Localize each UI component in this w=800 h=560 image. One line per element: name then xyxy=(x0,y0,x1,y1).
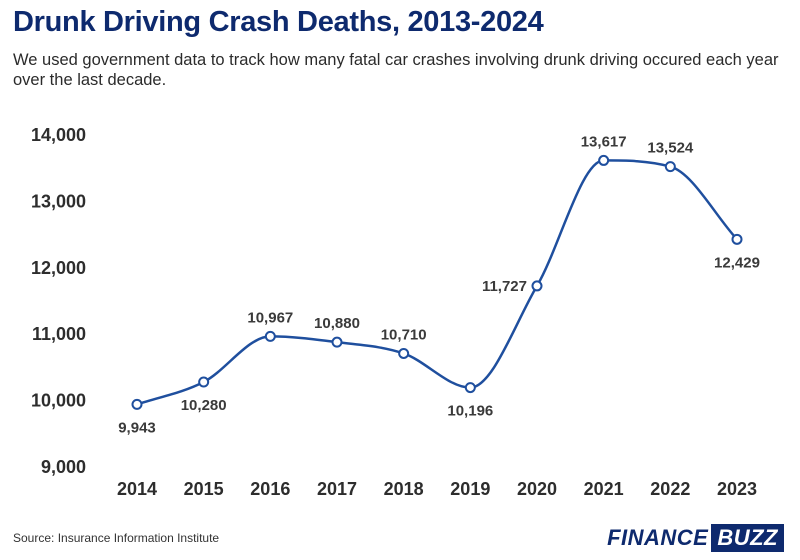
data-label: 11,727 xyxy=(482,278,527,295)
data-label: 10,280 xyxy=(181,397,227,414)
data-label: 9,943 xyxy=(118,419,156,436)
data-label: 13,617 xyxy=(581,133,627,150)
x-tick-label: 2019 xyxy=(450,479,490,499)
y-tick-label: 9,000 xyxy=(41,457,86,477)
chart-subtitle: We used government data to track how man… xyxy=(13,51,779,89)
data-point xyxy=(131,398,143,410)
data-point xyxy=(598,154,610,166)
data-point xyxy=(198,376,210,388)
series-line xyxy=(135,159,739,406)
x-tick-label: 2017 xyxy=(317,479,357,499)
x-tick-label: 2015 xyxy=(184,479,224,499)
logo-text-buzz: BUZZ xyxy=(711,524,784,552)
x-tick-label: 2018 xyxy=(384,479,424,499)
data-point xyxy=(464,382,476,394)
data-point xyxy=(531,280,543,292)
logo-text-finance: FINANCE xyxy=(607,525,709,550)
data-label: 10,880 xyxy=(314,315,360,332)
data-points xyxy=(131,154,743,410)
x-tick-label: 2014 xyxy=(117,479,157,499)
x-tick-label: 2020 xyxy=(517,479,557,499)
y-tick-label: 13,000 xyxy=(31,191,86,211)
y-tick-label: 11,000 xyxy=(32,324,86,344)
y-tick-label: 14,000 xyxy=(31,125,86,145)
x-axis-ticks: 2014 2015 2016 2017 2018 2019 2020 2021 2022 2023 xyxy=(117,479,757,499)
y-axis-ticks: 9,000 10,000 11,000 12,000 13,000 14,000 xyxy=(31,125,86,477)
x-tick-label: 2022 xyxy=(650,479,690,499)
y-tick-label: 12,000 xyxy=(31,258,86,278)
financebuzz-logo: FINANCE BUZZ xyxy=(607,524,784,552)
data-label: 10,967 xyxy=(247,309,293,326)
data-label: 13,524 xyxy=(647,140,694,157)
x-tick-label: 2023 xyxy=(717,479,757,499)
data-point xyxy=(664,161,676,173)
data-label: 12,429 xyxy=(714,254,760,271)
x-tick-label: 2016 xyxy=(250,479,290,499)
data-point xyxy=(731,233,743,245)
data-point xyxy=(264,330,276,342)
data-point xyxy=(398,347,410,359)
y-tick-label: 10,000 xyxy=(31,391,86,411)
x-tick-label: 2021 xyxy=(584,479,624,499)
data-point xyxy=(331,336,343,348)
chart-title: Drunk Driving Crash Deaths, 2013-2024 xyxy=(13,6,544,38)
data-label: 10,710 xyxy=(381,326,427,343)
data-labels: 9,943 10,280 10,967 10,880 10,710 10,196 11,72… xyxy=(118,133,760,436)
data-label: 10,196 xyxy=(447,403,493,420)
line-chart: 9,000 10,000 11,000 12,000 13,000 14,000 2014… xyxy=(31,125,760,499)
source-note: Source: Insurance Information Institute xyxy=(13,531,220,545)
